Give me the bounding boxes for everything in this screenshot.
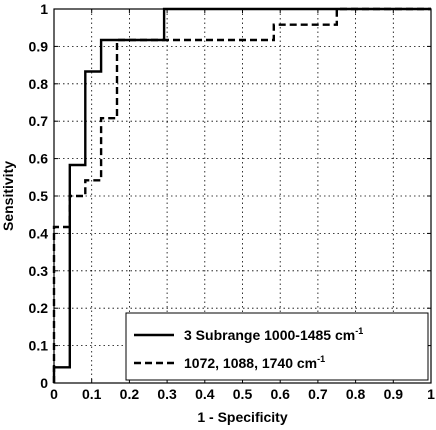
x-tick-label: 0.7 <box>308 386 328 402</box>
y-tick-label: 0.4 <box>29 225 49 241</box>
y-tick-label: 0.1 <box>29 338 49 354</box>
y-tick-label: 0.5 <box>29 188 49 204</box>
y-tick-label: 0.7 <box>29 113 49 129</box>
y-tick-label: 0.8 <box>29 76 49 92</box>
series-line-2 <box>52 7 431 383</box>
x-tick-label: 0.4 <box>195 386 215 402</box>
y-tick-label: 0.2 <box>29 300 49 316</box>
x-tick-label: 0.1 <box>82 386 102 402</box>
x-tick-label: 0.5 <box>233 386 253 402</box>
x-tick-label: 0.2 <box>120 386 140 402</box>
x-axis-label: 1 - Specificity <box>197 409 287 425</box>
legend-label-1: 3 Subrange 1000-1485 cm-1 <box>184 326 363 343</box>
x-tick-label: 0.9 <box>384 386 404 402</box>
series-line-1 <box>52 7 431 383</box>
y-tick-label: 0 <box>40 375 48 391</box>
legend-label-2: 1072, 1088, 1740 cm-1 <box>184 354 325 371</box>
y-axis-label: Sensitivity <box>0 161 16 231</box>
legend: 3 Subrange 1000-1485 cm-1 1072, 1088, 174… <box>125 312 429 381</box>
x-tick-label: 0.8 <box>346 386 366 402</box>
x-tick-label: 0 <box>50 386 58 402</box>
axis-ticks: 0 0.1 0.2 0.3 0.4 0.5 0.6 0.7 0.8 0.9 1 0 0.1 0.2 0.3 0… <box>29 1 436 402</box>
legend-box <box>125 312 429 381</box>
y-tick-label: 0.9 <box>29 38 49 54</box>
y-tick-label: 1 <box>40 1 48 17</box>
x-tick-label: 0.3 <box>157 386 177 402</box>
y-tick-label: 0.3 <box>29 263 49 279</box>
y-tick-label: 0.6 <box>29 151 49 167</box>
series-lines <box>52 7 431 383</box>
x-tick-label: 0.6 <box>270 386 290 402</box>
x-tick-label: 1 <box>427 386 435 402</box>
